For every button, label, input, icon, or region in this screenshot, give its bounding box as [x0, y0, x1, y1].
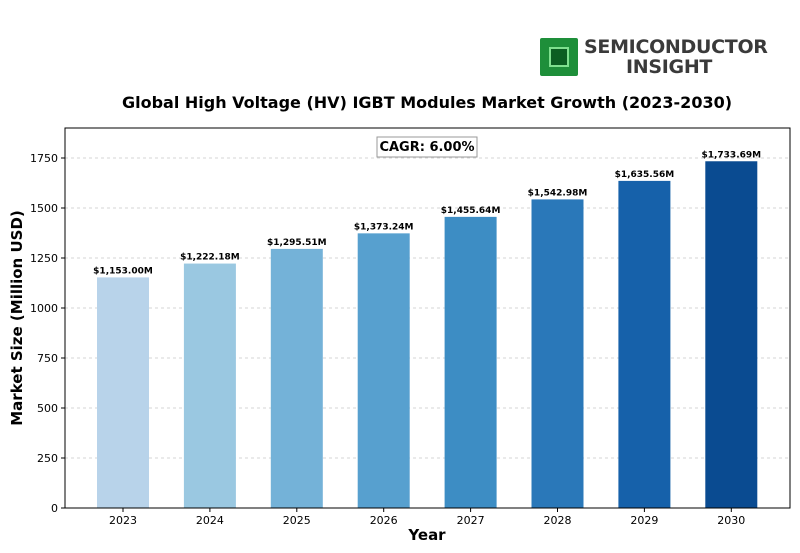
x-tick-label: 2024: [196, 514, 224, 527]
data-label: $1,222.18M: [180, 253, 240, 263]
data-label: $1,542.98M: [528, 188, 588, 198]
data-label: $1,635.56M: [615, 170, 675, 180]
bar-2028: [531, 199, 584, 509]
logo: SEMICONDUCTOR INSIGHT: [538, 36, 768, 80]
cagr-annotation: CAGR: 6.00%: [379, 140, 474, 155]
bar-2025: [270, 248, 323, 508]
y-tick-label: 750: [37, 352, 58, 365]
y-tick-label: 1250: [30, 252, 58, 265]
logo-text-line2: INSIGHT: [626, 56, 713, 78]
bars-layer: $1,153.00M $1,222.18M $1,295.51M $1,373.24M…: [93, 150, 761, 509]
data-label: $1,733.69M: [701, 150, 761, 160]
grid-layer: [65, 157, 790, 459]
data-label: $1,295.51M: [267, 238, 327, 248]
bar-2029: [618, 180, 671, 508]
x-tick-label: 2025: [283, 514, 311, 527]
data-label: $1,455.64M: [441, 206, 501, 216]
y-tick-label: 0: [51, 502, 58, 515]
x-tick-label: 2030: [717, 514, 745, 527]
plot-frame: [64, 127, 791, 509]
bar-2030: [705, 161, 758, 508]
y-tick-label: 1000: [30, 302, 58, 315]
x-tick-label: 2023: [109, 514, 137, 527]
y-tick-label: 500: [37, 402, 58, 415]
bar-2027: [444, 216, 497, 508]
y-tick-label: 1500: [30, 202, 58, 215]
bar-2023: [97, 277, 149, 508]
y-tick-label: 1750: [30, 152, 58, 165]
chart-title: Global High Voltage (HV) IGBT Modules Ma…: [122, 93, 732, 112]
logo-text-line1: SEMICONDUCTOR: [584, 36, 768, 58]
bar-2026: [357, 233, 410, 509]
x-tick-label: 2029: [630, 514, 658, 527]
axis-layer: 0 250 500 750 1000 1250 1500 1750 2023 2024 2025 20…: [30, 152, 745, 527]
x-tick-label: 2026: [370, 514, 398, 527]
cagr-box: CAGR: 6.00%: [376, 136, 478, 158]
chip-icon: [540, 38, 578, 76]
y-tick-label: 250: [37, 452, 58, 465]
x-tick-label: 2027: [457, 514, 485, 527]
x-tick-label: 2028: [544, 514, 572, 527]
data-label: $1,373.24M: [354, 222, 414, 232]
bar-2024: [183, 263, 236, 508]
data-label: $1,153.00M: [93, 266, 153, 276]
x-axis-title: Year: [407, 526, 446, 544]
y-axis-title: Market Size (Million USD): [8, 210, 26, 426]
